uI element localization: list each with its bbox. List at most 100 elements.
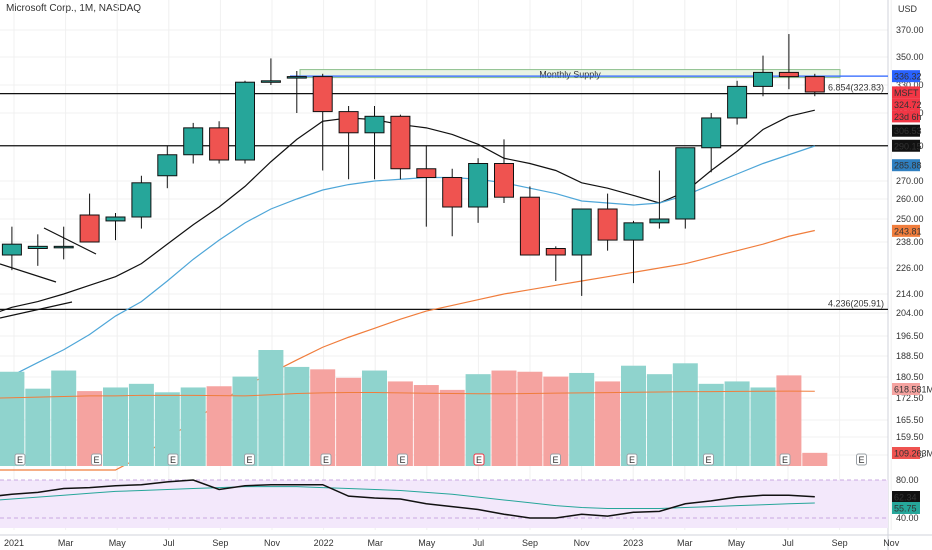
candle xyxy=(286,71,307,113)
candle-body xyxy=(778,71,799,78)
volume-bar xyxy=(621,365,646,466)
rsi-signal-tag: 55.75 xyxy=(892,502,920,514)
candle-body xyxy=(53,245,74,249)
price-tag-text: MSFT xyxy=(894,88,919,98)
price-axis-tick: 250.00 xyxy=(896,214,924,224)
time-axis-tick: Sep xyxy=(832,538,848,548)
time-axis-tick: Nov xyxy=(574,538,591,548)
candle-body xyxy=(545,248,566,256)
price-axis-tick: 330.00 xyxy=(896,80,924,90)
volume-bar xyxy=(517,371,543,466)
candle-body xyxy=(649,218,670,224)
price-axis-tick: 159.50 xyxy=(896,432,924,442)
candle xyxy=(1,226,22,271)
candle-body xyxy=(442,177,463,208)
candle xyxy=(338,106,359,180)
candle xyxy=(468,158,489,223)
price-axis-tick: 180.50 xyxy=(896,372,924,382)
currency-label[interactable]: USD xyxy=(898,4,918,14)
volume-bar xyxy=(569,372,595,466)
volume-bar xyxy=(439,389,465,466)
level-label: 4.236(205.91) xyxy=(828,298,884,308)
time-axis: 2021 Mar May Jul Sep Nov 2022 Mar May Jul Sep Nov 20… xyxy=(4,538,900,548)
candle-body xyxy=(338,111,359,134)
candle-body xyxy=(519,196,540,256)
price-axis-tick: 350.00 xyxy=(896,52,924,62)
candle-body xyxy=(753,71,773,87)
candle xyxy=(597,193,618,251)
candle-body xyxy=(597,208,618,241)
rsi-line xyxy=(0,479,815,519)
volume-bar xyxy=(336,377,362,466)
volume-bar xyxy=(232,376,258,466)
volume-bar xyxy=(284,366,310,466)
volume-bars xyxy=(0,350,828,466)
earnings-icon xyxy=(550,453,561,466)
time-axis-tick: Sep xyxy=(522,538,538,548)
volume-bar xyxy=(206,386,232,466)
candle-body xyxy=(131,182,152,218)
price-tag: 23d 6h xyxy=(892,110,922,123)
price-tag-text: 618.581M xyxy=(894,385,932,395)
earnings-label: E xyxy=(552,455,558,465)
candle xyxy=(701,113,722,173)
candle-body xyxy=(260,80,281,83)
price-axis-tick: 370.00 xyxy=(896,25,924,35)
price-tag: 243.81 xyxy=(892,224,922,237)
candle-body xyxy=(390,115,411,170)
earnings-icon xyxy=(320,453,332,466)
candle-body xyxy=(804,76,825,93)
volume-ma-tag: 618.581M xyxy=(892,383,932,395)
time-axis-tick: May xyxy=(109,538,127,548)
candle-body xyxy=(105,216,126,222)
price-axis-tick: 226.00 xyxy=(896,263,924,273)
candle xyxy=(235,80,255,164)
price-tag-bg xyxy=(892,139,920,152)
rsi-axis-tick: 80.00 xyxy=(896,475,919,485)
candle xyxy=(545,246,566,281)
candle xyxy=(157,146,178,189)
candle xyxy=(727,80,748,125)
volume-bar xyxy=(128,383,154,466)
volume-bar xyxy=(51,370,77,466)
candle xyxy=(105,213,126,241)
earnings-label: E xyxy=(399,455,405,465)
time-axis-tick: 2021 xyxy=(4,538,24,548)
trend-line xyxy=(0,263,57,283)
rsi-axis-tick: 40.00 xyxy=(896,513,919,523)
price-tag-text: 243.81 xyxy=(894,226,922,236)
price-axis-tick: 172.50 xyxy=(896,393,924,403)
candle-body xyxy=(183,127,204,156)
volume-bar xyxy=(387,381,413,466)
earnings-icon xyxy=(703,453,714,466)
candle xyxy=(442,168,463,237)
time-axis-tick: Mar xyxy=(367,538,383,548)
time-axis-tick: Jul xyxy=(473,538,485,548)
price-tag-text: 290.15 xyxy=(894,141,922,151)
price-tag-bg xyxy=(892,86,920,99)
price-tag-text: 55.75 xyxy=(894,504,917,514)
price-tag: 336.32 xyxy=(892,70,922,83)
candle xyxy=(209,121,230,164)
volume-bar xyxy=(491,370,517,466)
candles xyxy=(1,34,825,296)
price-tag-bg xyxy=(892,70,920,83)
price-tag: 285.88 xyxy=(892,159,922,172)
candle xyxy=(364,106,385,180)
candle xyxy=(494,139,514,203)
time-axis-tick: Sep xyxy=(212,538,228,548)
candle xyxy=(804,73,825,97)
earnings-label: E xyxy=(246,455,252,465)
rsi-band xyxy=(0,480,888,528)
earnings-label: E xyxy=(93,455,99,465)
price-tag-bg xyxy=(892,224,920,237)
trend-line xyxy=(43,227,97,255)
price-tag-text: 62.34 xyxy=(894,493,917,503)
volume-bar xyxy=(362,370,387,466)
candle-body xyxy=(157,154,178,177)
time-axis-tick: Jul xyxy=(782,538,794,548)
candle xyxy=(79,193,100,243)
candle xyxy=(53,226,74,260)
earnings-label: E xyxy=(782,455,788,465)
